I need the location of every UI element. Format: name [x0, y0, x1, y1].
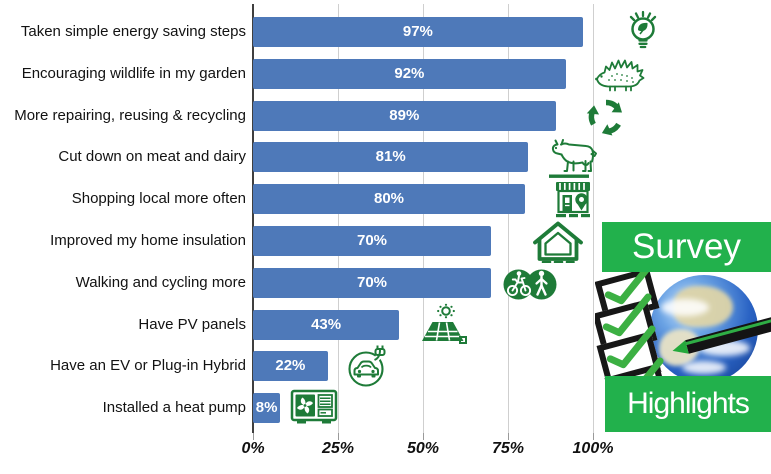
gridline	[593, 4, 594, 433]
y-axis-line	[252, 4, 254, 433]
badge-title-top: Survey	[602, 222, 771, 272]
tick-mark	[508, 433, 509, 440]
bar-value-label: 43%	[311, 315, 342, 333]
bar: 22%	[253, 351, 328, 382]
category-label: Have an EV or Plug-in Hybrid	[50, 357, 246, 375]
x-tick-label: 75%	[491, 440, 525, 457]
category-label: Taken simple energy saving steps	[20, 23, 246, 40]
category-label: Encouraging wildlife in my garden	[21, 64, 246, 82]
bar: 80%	[253, 184, 525, 215]
category-label: Walking and cycling more	[75, 273, 246, 291]
bar-value-label: 81%	[375, 148, 406, 166]
category-label: Shopping local more often	[71, 190, 246, 208]
bar: 89%	[253, 100, 556, 131]
heat-pump-icon	[286, 386, 346, 430]
bar: 97%	[253, 17, 583, 47]
hedgehog-icon	[590, 52, 650, 96]
bar: 92%	[253, 58, 566, 89]
bar-value-label: 70%	[356, 273, 388, 291]
bar: 43%	[253, 309, 400, 340]
x-tick-label: 100%	[572, 440, 614, 457]
checkbox-checked	[595, 293, 658, 355]
survey-highlights-badge: Survey Highlights	[595, 222, 771, 437]
bar: 8%	[253, 393, 281, 424]
local-shop-icon	[545, 177, 605, 221]
bar-value-label: 8%	[255, 399, 278, 417]
category-label: More repairing, reusing & recycling	[14, 106, 246, 124]
category-label: Cut down on meat and dairy	[58, 148, 246, 166]
category-label: Installed a heat pump	[102, 399, 246, 417]
category-label: Have PV panels	[138, 315, 246, 333]
badge-title-bottom: Highlights	[605, 376, 771, 432]
bar: 70%	[253, 226, 491, 256]
x-tick-label: 0%	[241, 440, 265, 457]
tick-mark	[253, 433, 254, 440]
gridline	[423, 4, 424, 433]
x-tick-label: 50%	[406, 440, 440, 457]
ev-charging-icon	[340, 344, 400, 388]
bar-value-label: 89%	[389, 106, 420, 124]
bar-value-label: 92%	[394, 64, 425, 82]
category-label: Improved my home insulation	[50, 232, 246, 249]
checkbox-checked	[595, 261, 660, 323]
checkbox-checked	[596, 325, 662, 387]
bar-value-label: 80%	[373, 190, 405, 208]
bar: 81%	[253, 142, 529, 173]
house-insulation-icon	[530, 219, 590, 263]
tick-mark	[338, 433, 339, 440]
tick-mark	[423, 433, 424, 440]
recycling-arrows-icon	[578, 94, 638, 138]
bar-value-label: 97%	[402, 23, 433, 40]
bar: 70%	[253, 267, 491, 298]
gridline	[508, 4, 509, 433]
bar-value-label: 70%	[356, 232, 388, 249]
x-tick-label: 25%	[321, 440, 355, 457]
cow-icon	[545, 135, 605, 179]
walking-cycling-icon	[500, 261, 560, 305]
tick-mark	[593, 433, 594, 440]
gridline	[338, 4, 339, 433]
bar-value-label: 22%	[275, 357, 306, 375]
solar-panel-icon	[415, 303, 475, 347]
eco-lightbulb-icon	[615, 10, 675, 54]
